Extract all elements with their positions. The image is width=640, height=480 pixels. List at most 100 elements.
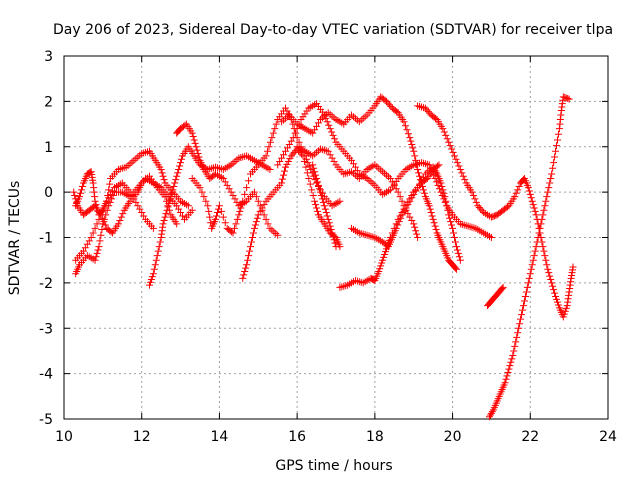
data-point-marker	[416, 172, 424, 180]
data-point-marker	[179, 212, 187, 220]
data-point-marker	[455, 162, 463, 170]
series-arc-4	[70, 172, 181, 237]
data-point-marker	[448, 145, 456, 153]
data-point-marker	[281, 104, 289, 112]
data-point-marker	[565, 95, 573, 103]
data-point-marker	[107, 228, 115, 236]
data-point-marker	[517, 315, 525, 323]
data-point-marker	[212, 163, 220, 171]
data-point-marker	[569, 263, 577, 271]
data-point-marker	[138, 209, 146, 217]
data-point-marker	[452, 155, 460, 163]
data-point-marker	[155, 243, 163, 251]
data-point-marker	[159, 172, 167, 180]
data-point-marker	[158, 169, 166, 177]
data-point-marker	[170, 182, 178, 190]
data-point-marker	[160, 176, 168, 184]
data-point-marker	[324, 147, 332, 155]
data-point-marker	[438, 182, 446, 190]
data-point-marker	[97, 231, 105, 239]
data-point-marker	[536, 224, 544, 232]
data-point-marker	[326, 125, 334, 133]
data-point-marker	[162, 210, 170, 218]
data-point-marker	[144, 148, 152, 156]
data-point-marker	[411, 152, 419, 160]
y-tick-label: -2	[39, 276, 53, 292]
data-point-marker	[231, 157, 239, 165]
data-point-marker	[97, 211, 105, 219]
data-point-marker	[138, 150, 146, 158]
data-point-marker	[446, 142, 454, 150]
data-point-marker	[184, 202, 192, 210]
data-point-marker	[77, 186, 85, 194]
data-point-marker	[252, 218, 260, 226]
data-point-marker	[381, 251, 389, 259]
data-point-marker	[71, 192, 79, 200]
data-point-marker	[284, 157, 292, 165]
data-point-marker	[477, 205, 485, 213]
data-point-marker	[520, 297, 528, 305]
series-arc-8	[239, 145, 344, 282]
data-point-marker	[551, 153, 559, 161]
data-point-marker	[192, 143, 200, 151]
data-point-marker	[227, 188, 235, 196]
data-point-marker	[490, 212, 498, 220]
data-point-marker	[304, 159, 312, 167]
data-point-marker	[523, 283, 531, 291]
data-point-marker	[444, 206, 452, 214]
data-point-marker	[509, 351, 517, 359]
data-point-marker	[188, 206, 196, 214]
data-point-marker	[437, 179, 445, 187]
data-point-marker	[528, 197, 536, 205]
data-point-marker	[432, 226, 440, 234]
data-point-marker	[287, 137, 295, 145]
data-point-marker	[132, 198, 140, 206]
data-point-marker	[289, 134, 297, 142]
data-point-marker	[106, 180, 114, 188]
series-arc-14	[348, 163, 464, 264]
data-point-marker	[562, 304, 570, 312]
data-point-marker	[442, 131, 450, 139]
data-point-marker	[165, 199, 173, 207]
data-point-marker	[245, 252, 253, 260]
data-point-marker	[149, 270, 157, 278]
data-point-marker	[250, 224, 258, 232]
data-point-marker	[213, 209, 221, 217]
data-point-marker	[317, 192, 325, 200]
x-tick-label: 20	[444, 429, 462, 445]
data-point-marker	[552, 147, 560, 155]
data-point-marker	[193, 146, 201, 154]
data-point-marker	[351, 163, 359, 171]
data-point-marker	[512, 338, 520, 346]
data-point-marker	[289, 150, 297, 158]
data-point-marker	[313, 204, 321, 212]
data-point-marker	[310, 164, 318, 172]
data-point-marker	[544, 188, 552, 196]
data-point-marker	[474, 202, 482, 210]
data-point-marker	[383, 171, 391, 179]
data-point-marker	[553, 298, 561, 306]
x-tick-label: 14	[211, 429, 229, 445]
y-tick-label: -5	[39, 412, 53, 428]
data-point-marker	[91, 256, 99, 264]
y-tick-label: 1	[44, 140, 53, 156]
data-point-marker	[159, 220, 167, 228]
data-point-marker	[98, 226, 106, 234]
data-point-marker	[504, 368, 512, 376]
data-point-marker	[241, 152, 249, 160]
data-point-marker	[400, 118, 408, 126]
data-point-marker	[501, 379, 509, 387]
data-point-marker	[331, 239, 339, 247]
data-point-marker	[426, 205, 434, 213]
data-point-marker	[328, 229, 336, 237]
data-point-marker	[269, 129, 277, 137]
data-point-marker	[379, 168, 387, 176]
data-point-marker	[377, 166, 385, 174]
data-point-marker	[175, 205, 183, 213]
data-point-marker	[328, 112, 336, 120]
data-point-marker	[326, 110, 334, 118]
data-point-marker	[228, 228, 236, 236]
data-point-marker	[512, 189, 520, 197]
data-point-marker	[387, 102, 395, 110]
data-point-marker	[541, 252, 549, 260]
